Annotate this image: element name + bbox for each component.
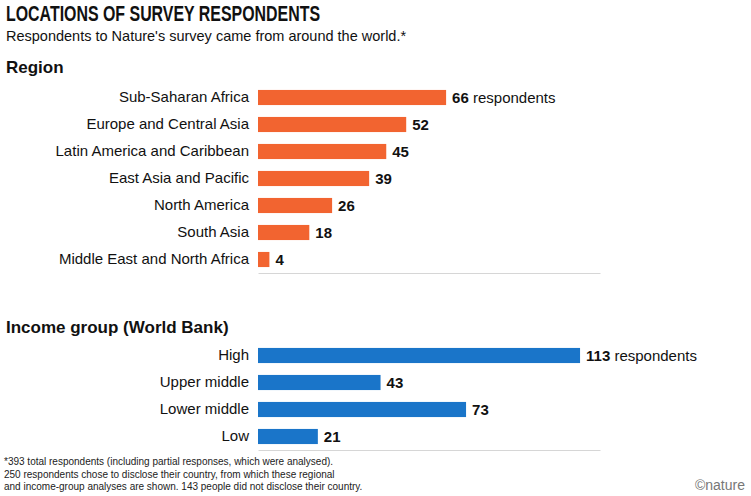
data-label: 113 respondents — [586, 347, 697, 364]
category-label: Low — [221, 427, 249, 444]
figure: LOCATIONS OF SURVEY RESPONDENTS Responden… — [0, 0, 751, 496]
subtitle: Respondents to Nature's survey came from… — [6, 28, 406, 44]
data-label: 43 — [387, 374, 404, 391]
data-label: 45 — [392, 143, 409, 160]
data-label: 66 respondents — [452, 89, 555, 106]
data-label: 73 — [472, 401, 489, 418]
bar — [258, 375, 381, 390]
y-tick: Middle East and North Africa — [59, 250, 250, 267]
bar — [258, 90, 446, 105]
data-label: 21 — [324, 428, 341, 445]
bar — [258, 402, 466, 417]
category-label: Upper middle — [160, 373, 249, 390]
bar — [258, 225, 309, 240]
y-tick: North America — [154, 196, 250, 213]
chart-title: Region — [6, 58, 64, 77]
y-tick: East Asia and Pacific — [109, 169, 250, 186]
y-tick: Sub-Saharan Africa — [119, 88, 250, 105]
y-tick: High — [218, 346, 249, 363]
bar — [258, 171, 369, 186]
y-tick: South Asia — [177, 223, 249, 240]
x-axis — [259, 450, 601, 451]
axis-line — [259, 450, 601, 451]
credit: ©nature — [695, 477, 745, 493]
category-label: East Asia and Pacific — [109, 169, 250, 186]
y-axis: Sub-Saharan Africa Europe and Central Asi… — [56, 88, 250, 267]
y-tick: Latin America and Caribbean — [56, 142, 249, 159]
bar — [258, 252, 269, 267]
category-label: North America — [154, 196, 250, 213]
y-tick: Low — [221, 427, 249, 444]
title: LOCATIONS OF SURVEY RESPONDENTS — [6, 1, 320, 26]
bar — [258, 429, 318, 444]
category-label: Europe and Central Asia — [86, 115, 249, 132]
y-tick: Lower middle — [160, 400, 249, 417]
data-label: 4 — [275, 251, 284, 268]
footnote: *393 total respondents (including partia… — [4, 456, 333, 467]
chart-title: Income group (World Bank) — [6, 318, 229, 337]
category-label: Latin America and Caribbean — [56, 142, 249, 159]
y-axis: High Upper middle Lower middle Low — [160, 346, 249, 444]
footnote: 250 respondents chose to disclose their … — [4, 469, 335, 480]
footnote: and income-group analyses are shown. 143… — [4, 481, 362, 492]
category-label: Lower middle — [160, 400, 249, 417]
chart: Income group (World Bank) High Upper middl… — [6, 318, 697, 451]
data-label: 39 — [375, 170, 392, 187]
bar — [258, 117, 406, 132]
category-label: High — [218, 346, 249, 363]
category-label: Middle East and North Africa — [59, 250, 250, 267]
y-tick: Europe and Central Asia — [86, 115, 249, 132]
data-labels: 66 respondents 524539 26 18 4 — [275, 89, 555, 268]
bars — [258, 90, 446, 267]
bar — [258, 348, 580, 363]
bar — [258, 144, 386, 159]
data-label: 52 — [412, 116, 429, 133]
category-label: South Asia — [177, 223, 249, 240]
data-labels: 113 respondents 43 73 21 — [324, 347, 697, 445]
category-label: Sub-Saharan Africa — [119, 88, 250, 105]
x-axis — [259, 273, 601, 274]
chart: Region Sub-Saharan Africa Europe and Centr… — [6, 58, 601, 274]
data-label: 26 — [338, 197, 355, 214]
y-tick: Upper middle — [160, 373, 249, 390]
axis-line — [259, 273, 601, 274]
bars — [258, 348, 580, 444]
bar — [258, 198, 332, 213]
data-label: 18 — [315, 224, 332, 241]
